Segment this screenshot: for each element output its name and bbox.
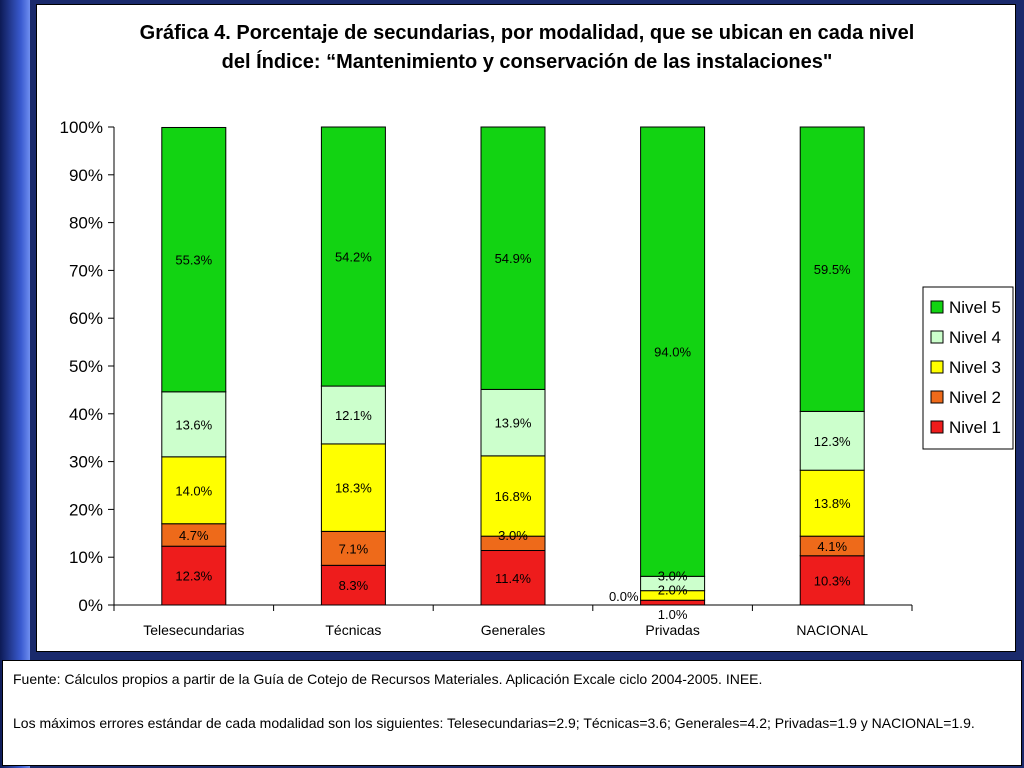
- y-tick-label: 40%: [69, 405, 103, 424]
- chart-title-line-2: del Índice: “Mantenimiento y conservació…: [221, 51, 833, 73]
- data-label: 3.0%: [498, 528, 528, 543]
- data-label: 13.8%: [814, 496, 851, 511]
- bar-segment: [480, 388, 546, 457]
- y-tick-label: 0%: [78, 596, 103, 615]
- stacked-bar-chart: 0% 10% 20% 30% 40% 50% 60% 70% 80% 90% 100% Telesec…: [60, 118, 1014, 638]
- data-label: 18.3%: [335, 481, 372, 496]
- side-decoration: [0, 0, 30, 768]
- data-label: 12.3%: [814, 434, 851, 449]
- y-tick-label: 60%: [69, 309, 103, 328]
- bar-segment: [799, 555, 865, 606]
- y-tick-label: 90%: [69, 166, 103, 185]
- bar-segment: [320, 385, 386, 445]
- data-label: 8.3%: [339, 578, 369, 593]
- data-label: 10.3%: [814, 573, 851, 588]
- legend-label: Nivel 2: [949, 388, 1001, 407]
- legend-swatch: [930, 360, 944, 374]
- bar-segment: [480, 126, 546, 390]
- legend-label: Nivel 3: [949, 358, 1001, 377]
- x-tick-label: Técnicas: [325, 622, 381, 638]
- data-label: 2.0%: [658, 583, 688, 598]
- data-label: 1.0%: [658, 607, 688, 622]
- data-label: 0.0%: [609, 589, 639, 604]
- data-label: 12.3%: [175, 569, 212, 584]
- bar-segment: [799, 126, 865, 412]
- bar-segment: [320, 443, 386, 532]
- y-tick-label: 100%: [60, 118, 103, 137]
- bar-segment: [161, 126, 227, 393]
- y-tick-label: 70%: [69, 261, 103, 280]
- bar-segment: [640, 599, 706, 606]
- y-tick-label: 50%: [69, 357, 103, 376]
- y-tick-label: 20%: [69, 500, 103, 519]
- y-tick-label: 10%: [69, 548, 103, 567]
- bar-segment: [480, 550, 546, 606]
- data-label: 54.9%: [495, 251, 532, 266]
- x-tick-label: NACIONAL: [796, 622, 868, 638]
- bar-segment: [161, 545, 227, 606]
- legend-swatch: [930, 390, 944, 404]
- x-tick-label: Generales: [481, 622, 546, 638]
- bar-segment: [320, 126, 386, 387]
- chart-title: Gráfica 4. Porcentaje de secundarias, po…: [37, 19, 1017, 77]
- source-note: Fuente: Cálculos propios a partir de la …: [13, 671, 763, 687]
- data-label: 59.5%: [814, 262, 851, 277]
- legend-swatch: [930, 420, 944, 434]
- legend-label: Nivel 1: [949, 418, 1001, 437]
- legend-swatch: [930, 330, 944, 344]
- bar-segment: [480, 455, 546, 537]
- data-label: 94.0%: [654, 345, 691, 360]
- data-label: 11.4%: [495, 571, 531, 586]
- data-label: 13.6%: [175, 417, 212, 432]
- data-label: 14.0%: [175, 483, 212, 498]
- data-label: 4.7%: [179, 528, 209, 543]
- legend-label: Nivel 5: [949, 298, 1001, 317]
- data-label: 55.3%: [175, 253, 212, 268]
- x-tick-label: Privadas: [645, 622, 699, 638]
- data-label: 7.1%: [339, 541, 369, 556]
- x-tick-label: Telesecundarias: [143, 622, 244, 638]
- legend-swatch: [930, 300, 944, 314]
- chart-title-line-1: Gráfica 4. Porcentaje de secundarias, po…: [139, 22, 915, 44]
- bar-segment: [320, 530, 386, 566]
- notes-panel: Fuente: Cálculos propios a partir de la …: [2, 660, 1022, 766]
- data-label: 4.1%: [817, 539, 847, 554]
- errors-note: Los máximos errores estándar de cada mod…: [13, 715, 975, 731]
- data-label: 12.1%: [335, 408, 372, 423]
- data-label: 16.8%: [495, 489, 532, 504]
- bar-segment: [799, 469, 865, 537]
- chart-panel: Gráfica 4. Porcentaje de secundarias, po…: [36, 4, 1016, 652]
- legend-label: Nivel 4: [949, 328, 1001, 347]
- bar-segment: [799, 410, 865, 471]
- bar-segment: [640, 126, 706, 577]
- bar-segment: [161, 456, 227, 525]
- data-label: 54.2%: [335, 250, 372, 265]
- y-tick-label: 80%: [69, 214, 103, 233]
- y-tick-label: 30%: [69, 453, 103, 472]
- data-label: 3.0%: [658, 568, 688, 583]
- data-label: 13.9%: [495, 416, 532, 431]
